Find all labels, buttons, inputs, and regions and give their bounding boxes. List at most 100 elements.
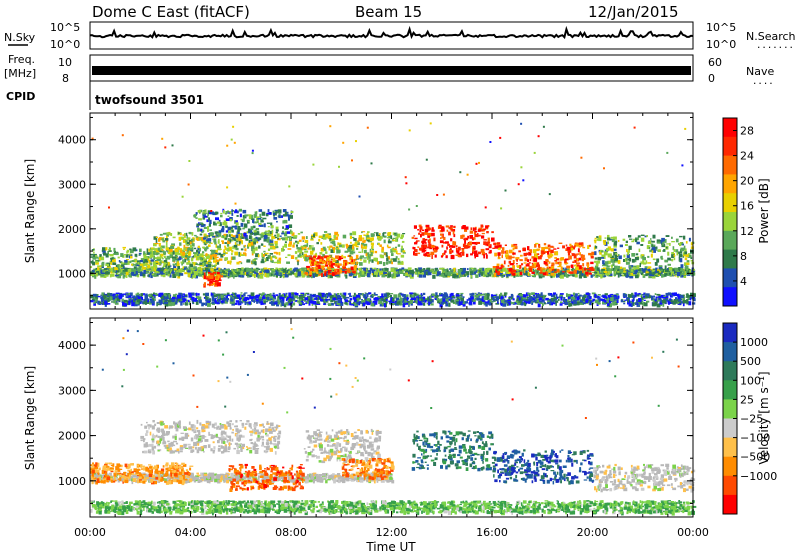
data-cell [282,214,287,217]
data-cell [229,218,232,222]
data-cell [179,258,182,260]
data-cell [347,300,352,303]
data-cell [279,274,282,278]
data-cell [408,270,413,274]
data-cell [594,251,597,256]
data-cell [642,260,645,264]
data-cell [233,244,238,248]
data-cell [162,273,166,278]
data-cell [181,293,185,295]
data-cell [644,235,647,238]
data-cell [361,273,366,277]
data-cell [397,260,401,264]
data-cell [640,272,644,276]
data-cell [488,298,491,301]
data-cell [632,238,637,241]
data-cell [279,215,283,218]
data-cell [508,255,512,260]
data-cell [433,237,436,242]
data-cell [640,254,642,258]
data-cell [281,267,284,269]
data-cell [372,249,374,251]
data-cell [594,260,597,263]
data-cell [558,263,562,267]
data-cell [205,277,209,280]
data-cell [129,274,133,278]
data-cell [256,220,259,223]
data-cell [184,258,187,263]
data-cell [301,252,304,256]
data-cell [179,242,182,246]
data-cell [311,302,314,306]
data-cell [690,292,693,296]
data-cell [253,298,255,303]
data-cell [258,293,262,296]
data-cell [650,253,653,258]
data-cell [652,271,656,274]
data-cell [90,256,93,258]
data-cell [333,243,336,247]
data-cell [675,249,679,253]
data-cell [532,297,536,301]
data-cell [267,209,270,213]
data-cell [203,267,205,271]
data-cell [207,269,212,273]
data-cell [641,268,644,272]
data-cell [413,235,416,237]
data-cell [513,245,516,248]
data-cell [198,273,203,277]
data-cell [669,242,671,246]
data-cell [385,292,390,297]
data-cell [676,251,679,256]
data-cell [300,231,303,234]
data-cell [647,262,652,264]
data-cell [461,249,465,254]
data-cell [162,266,164,269]
data-cell [337,269,339,273]
data-cell [428,238,431,243]
data-cell [603,255,606,259]
data-cell [225,230,229,233]
data-cell [273,217,278,220]
data-cell [311,234,315,237]
data-cell [485,269,489,271]
data-cell [157,256,161,260]
data-cell [418,271,420,275]
data-cell [643,292,646,295]
data-cell [235,222,239,226]
data-cell [300,256,302,258]
data-cell [443,236,446,240]
data-cell [310,269,314,271]
data-cell [180,236,185,240]
data-cell [322,260,325,264]
data-cell [367,257,369,260]
data-cell [128,292,130,295]
data-cell [355,258,357,261]
data-cell [673,257,676,261]
data-cell [297,273,300,277]
data-cell [360,299,363,301]
freq-left-hi: 10 [58,56,72,69]
data-cell [269,233,272,237]
data-cell [567,299,569,303]
data-cell [514,273,519,275]
data-cell [672,270,676,274]
data-cell [683,274,687,277]
data-cell [574,243,579,247]
data-cell [228,234,231,237]
data-cell [92,295,96,300]
data-cell [331,263,335,266]
data-cell [314,266,319,269]
data-cell [457,252,461,255]
data-cell [485,254,488,259]
data-cell [602,240,607,243]
data-cell [294,292,297,295]
data-cell [642,274,646,278]
data-cell [282,274,285,279]
data-cell [122,274,125,279]
data-cell [273,237,276,239]
data-cell [390,297,394,300]
data-cell [134,264,138,266]
data-cell [363,271,366,275]
data-cell [663,268,666,271]
